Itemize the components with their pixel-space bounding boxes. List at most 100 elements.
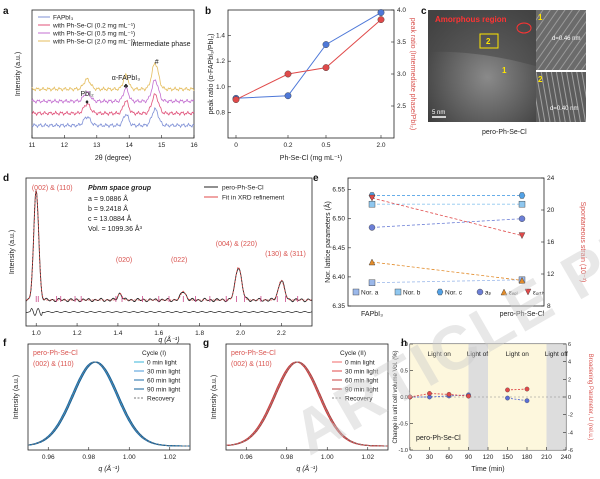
a-marker-0: ♦ <box>85 99 89 106</box>
h-xtick-label: 90 <box>465 454 473 461</box>
tem-d2: d=0.40 nm <box>550 106 579 112</box>
e-legend-1: Nor. b <box>403 290 421 297</box>
d-xtick-label: 1.2 <box>73 330 82 337</box>
e-ytick-label: 6.45 <box>332 245 345 252</box>
h-xtick-label: 120 <box>483 454 494 461</box>
legend-label-0: 0 min light <box>147 360 177 367</box>
a-xtick-label: 12 <box>61 142 69 149</box>
a-annotation-1: α-FAPbI₃ <box>112 75 140 82</box>
panel-d-frame <box>25 177 313 327</box>
xtick-label: 1.00 <box>123 454 136 461</box>
panel-a-annotations: ♦PbI₂ ♣α-FAPbI₃ # intermediate phase <box>80 41 190 106</box>
a-xtick-label: 11 <box>29 142 36 149</box>
legend-05: with Ph-Se-Cl (0.5 mg mL⁻¹) <box>52 31 135 38</box>
d-xtick-label: 1.4 <box>113 330 122 337</box>
panel-g-cycle2: 0.96 0.98 1.00 1.02 q (Å⁻¹) Intensity (a.u.… <box>211 343 389 473</box>
panel-h-ylabel: Change in unit cell volume Vol. (%) <box>393 350 399 443</box>
h-ytick-right-label: -6 <box>568 448 573 454</box>
b-point-0-2 <box>322 41 330 48</box>
panel-a-curves <box>31 62 195 129</box>
e-ytick-label: 6.40 <box>332 274 345 281</box>
d-fit-curve <box>25 190 312 301</box>
h-band-2 <box>488 344 547 450</box>
tem-inset-1 <box>536 10 586 70</box>
tem-inset-2 <box>536 72 586 122</box>
panel-f-plot: 0.96 0.98 1.00 1.02 <box>27 361 190 461</box>
curve-5-4 <box>225 361 388 447</box>
panel-letter-a: a <box>3 6 9 17</box>
d-peak-label-4: (130) & (311) <box>265 251 306 258</box>
e-legend-3: aₚ <box>485 290 492 297</box>
b-point-0-1 <box>284 92 292 100</box>
panel-e-lattice: 6.35 6.40 6.45 6.50 6.55 8 12 16 20 24 FAPbI₃ pero-… <box>323 175 586 318</box>
d-peak-label-3: (004) & (220) <box>216 241 257 248</box>
h-band-label-3: Light off <box>545 351 568 358</box>
panel-b-frame <box>227 9 395 139</box>
panel-d-plot: 1.0 1.2 1.4 1.6 1.8 2.0 2.2 (002) & (110) (020) (… <box>25 185 313 337</box>
panel-d-lattice-c: c = 13.0884 Å <box>88 214 132 223</box>
panel-d-volume: Vol. = 1099.36 Å³ <box>88 224 143 233</box>
panel-d-lattice-b: b = 9.2418 Å <box>88 204 128 213</box>
h-point-1-4 <box>505 387 510 393</box>
e-point-1-1 <box>518 200 526 208</box>
b-ytick-right-label: 3.5 <box>397 39 406 46</box>
e-legend-5: εₒᵣₜₕ <box>533 290 545 297</box>
a-xtick-label: 15 <box>158 142 166 149</box>
tem-caption: pero-Ph-Se-Cl <box>482 129 527 136</box>
e-legend-4: εᵥₒₗ <box>509 290 518 297</box>
panel-f-frame <box>27 343 191 451</box>
d-xtick-label: 1.0 <box>32 330 41 337</box>
e-point-5-1 <box>518 232 526 240</box>
h-xtick-label: 240 <box>561 454 572 461</box>
panel-h-ylabel-right: Broadening Parameter, U (rel.u.) <box>587 354 593 441</box>
panel-e-plot: 6.35 6.40 6.45 6.50 6.55 8 12 16 20 24 FAPbI₃ pero-… <box>332 175 554 318</box>
panel-f-ylabel: Intensity (a.u.) <box>13 375 20 419</box>
panel-letter-h: h <box>401 338 407 349</box>
panel-d-refinement: 1.0 1.2 1.4 1.6 1.8 2.0 2.2 (002) & (110) (020) (… <box>9 177 313 344</box>
panel-f-peak: (002) & (110) <box>33 361 74 368</box>
e-ytick-label: 6.50 <box>332 216 345 223</box>
e-series-line-4 <box>371 261 523 281</box>
e-ytick-right-label: 8 <box>547 303 551 310</box>
b-ytick-label: 1.0 <box>216 84 225 91</box>
panel-a-xlabel: 2θ (degree) <box>95 155 131 162</box>
panel-e-ylabel-right: Spontaneous strain (10⁻³) <box>579 202 586 283</box>
panel-a-xrd: 11 12 13 14 15 16 ♦PbI₂ ♣α-FAPbI₃ # intermediate… <box>15 9 198 162</box>
b-ytick-right-label: 4.0 <box>397 7 406 14</box>
panel-a-frame <box>31 9 195 139</box>
h-ytick-right-label: 4 <box>568 360 571 366</box>
panel-d-space-group: Pbnm space group <box>88 185 152 192</box>
panel-b-ylabel: peak ratio (α-FAPbI₃/PbI₂) <box>208 34 215 115</box>
b-series-line-1 <box>235 19 382 101</box>
panel-d-legend: pero-Ph-Se-Cl Fit in XRD refinement <box>204 185 284 202</box>
tem-amorphous-label: Amorphous region <box>435 15 507 24</box>
h-point-1-0 <box>407 394 413 400</box>
panel-f-xlabel: q (Å⁻¹) <box>98 464 119 473</box>
d-difference-curve <box>25 307 313 316</box>
e-point-4-1 <box>518 276 526 284</box>
e-point-2-1 <box>518 192 526 199</box>
d-xtick-label: 2.0 <box>236 330 245 337</box>
h-point-1-5 <box>524 386 530 392</box>
legend-label-2: 60 min light <box>345 378 378 385</box>
e-legend-marker-3 <box>476 288 484 296</box>
xtick-label: 1.02 <box>361 454 374 461</box>
panel-g-legend: 0 min light 30 min light 60 min light 90 mi… <box>332 360 378 403</box>
xtick-label: 0.98 <box>82 454 95 461</box>
tem-region-1-label: 1 <box>502 66 507 75</box>
panel-letter-g: g <box>203 338 209 349</box>
panel-b-xlabel: Ph-Se-Cl (mg mL⁻¹) <box>280 155 342 162</box>
h-xtick-label: 0 <box>408 454 412 461</box>
h-band-label-2: Light on <box>506 351 530 358</box>
panel-c-tem: Amorphous region 2 1 1 d=0.46 nm 2 d=0.4… <box>428 10 586 136</box>
xtick-label: 0.98 <box>280 454 293 461</box>
e-ytick-right-label: 24 <box>547 175 555 182</box>
b-ytick-label: 1.4 <box>216 33 225 40</box>
panel-g-legend-title: Cycle (II) <box>340 350 366 357</box>
a-marker-2: # <box>155 59 159 66</box>
e-legend-marker-0 <box>352 288 360 296</box>
panel-letter-d: d <box>3 173 9 184</box>
e-series-line-0 <box>371 279 523 284</box>
b-series-line-0 <box>235 12 382 99</box>
